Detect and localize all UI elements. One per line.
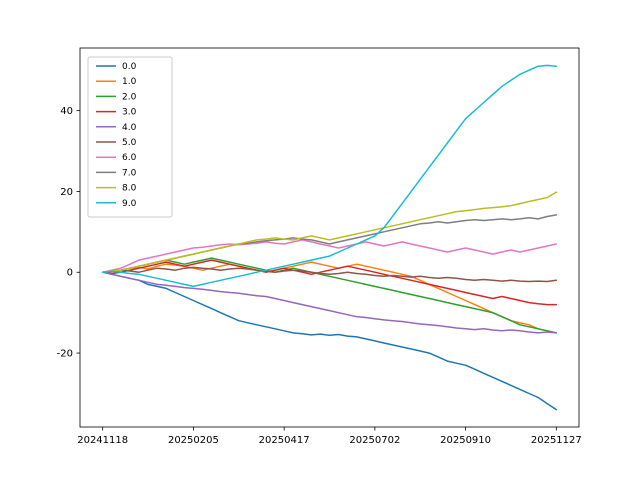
series-line-8.0 bbox=[101, 191, 558, 273]
y-tick-label: 0 bbox=[67, 268, 73, 279]
x-axis: 20241118 20250205 20250417 20250702 20250910… bbox=[77, 427, 582, 446]
legend-label: 5.0 bbox=[122, 138, 137, 148]
legend-label: 2.0 bbox=[122, 92, 137, 102]
legend-label: 9.0 bbox=[122, 199, 137, 209]
y-tick-label: 40 bbox=[60, 106, 73, 117]
series-line-9.0 bbox=[101, 64, 558, 288]
legend-label: 4.0 bbox=[122, 123, 137, 133]
series-line-5.0 bbox=[101, 266, 558, 283]
x-tick-label: 20250205 bbox=[168, 435, 219, 446]
legend-label: 3.0 bbox=[122, 108, 137, 118]
series-line-6.0 bbox=[101, 239, 558, 273]
series-line-2.0 bbox=[101, 257, 558, 334]
y-tick-label: 20 bbox=[60, 187, 73, 198]
series-line-0.0 bbox=[101, 271, 558, 411]
y-tick-label: -20 bbox=[57, 349, 73, 360]
series-line-3.0 bbox=[101, 259, 558, 306]
legend-label: 8.0 bbox=[122, 184, 137, 194]
plot-border bbox=[79, 47, 580, 428]
legend-label: 6.0 bbox=[122, 153, 137, 163]
x-tick-label: 20251127 bbox=[531, 435, 582, 446]
series-group bbox=[101, 64, 558, 411]
y-axis: -20 0 20 40 bbox=[57, 106, 80, 360]
legend-label: 0.0 bbox=[122, 62, 137, 72]
x-tick-label: 20250417 bbox=[259, 435, 310, 446]
legend-label: 7.0 bbox=[122, 168, 137, 178]
series-line-4.0 bbox=[101, 271, 558, 334]
x-tick-label: 20241118 bbox=[77, 435, 128, 446]
legend-label: 1.0 bbox=[122, 77, 137, 87]
legend: 0.0 1.0 2.0 3.0 4.0 5.0 6.0 7.0 8.0 9.0 bbox=[87, 56, 173, 218]
x-tick-label: 20250910 bbox=[440, 435, 491, 446]
x-tick-label: 20250702 bbox=[349, 435, 400, 446]
